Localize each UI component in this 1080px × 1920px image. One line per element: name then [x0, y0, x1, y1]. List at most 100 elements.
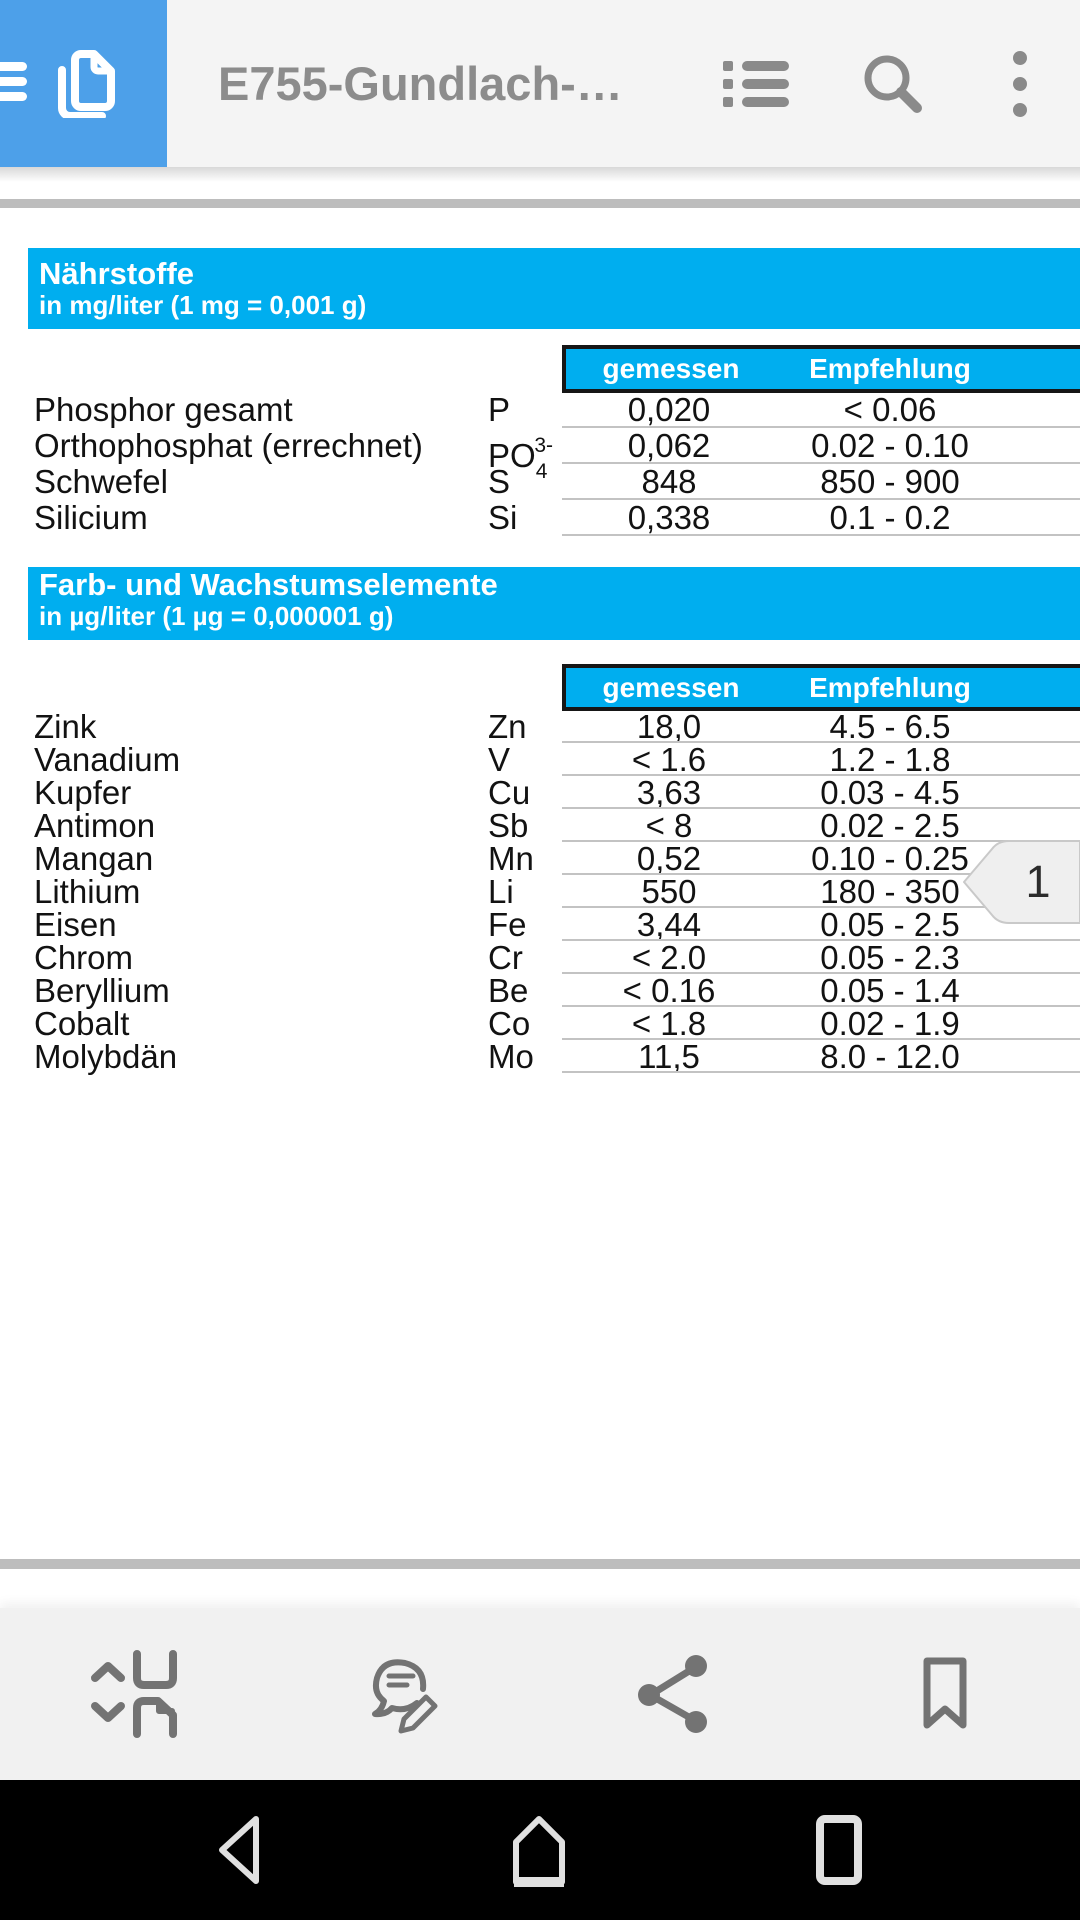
element-name: Schwefel: [34, 463, 168, 500]
measured-value: < 8: [645, 807, 693, 844]
search-button[interactable]: [858, 0, 928, 167]
table-row: Vanadium V < 1.6 1.2 - 1.8: [30, 743, 1080, 776]
element-name: Chrom: [34, 939, 134, 976]
element-symbol: P: [488, 391, 511, 428]
table-row: Cobalt Co < 1.8 0.02 - 1.9: [30, 1007, 1080, 1040]
overflow-menu-button[interactable]: [995, 0, 1045, 167]
banner-title: Nährstoffe: [39, 256, 195, 291]
recommended-range: 0.10 - 0.25: [811, 840, 969, 877]
table-row: Beryllium Be < 0.16 0.05 - 1.4: [30, 974, 1080, 1007]
recommended-range: 0.02 - 0.10: [811, 427, 969, 464]
table-farbelemente: Zink Zn 18,0 4.5 - 6.5 Vanadium V < 1.6 …: [30, 710, 1080, 1073]
row-divider: [562, 462, 1080, 464]
row-divider: [562, 972, 1080, 974]
measured-value: 11,5: [638, 1038, 700, 1075]
recommended-range: 180 - 350: [820, 873, 960, 910]
measured-value: 3,63: [636, 774, 702, 811]
element-name: Eisen: [34, 906, 117, 943]
element-symbol: V: [488, 741, 511, 778]
element-name: Kupfer: [34, 774, 132, 811]
element-symbol: Mo: [488, 1038, 534, 1075]
overflow-menu-icon: [1013, 50, 1027, 117]
android-nav-bar: [0, 1780, 1080, 1920]
measured-value: < 1.6: [631, 741, 707, 778]
measured-value: 0,062: [627, 427, 711, 464]
row-divider: [562, 939, 1080, 941]
measured-value: < 2.0: [631, 939, 707, 976]
row-divider: [562, 426, 1080, 428]
table-row: Lithium Li 550 180 - 350: [30, 875, 1080, 908]
row-divider: [562, 1071, 1080, 1073]
row-divider: [562, 741, 1080, 743]
element-symbol: Si: [488, 499, 518, 536]
recents-button[interactable]: [779, 1780, 899, 1920]
measured-value: 3,44: [636, 906, 702, 943]
column-header-empfehlung: Empfehlung: [809, 353, 971, 384]
recommended-range: 0.02 - 2.5: [820, 807, 960, 844]
annotate-icon: [372, 1659, 438, 1734]
measured-value: 848: [641, 463, 697, 500]
element-name: Antimon: [34, 807, 156, 844]
pages-icon: [58, 50, 115, 118]
element-name: Lithium: [34, 873, 141, 910]
bookmark-button[interactable]: [890, 1639, 1000, 1749]
app-bar: E755-Gundlach-…: [0, 0, 1080, 167]
measured-value: 550: [641, 873, 697, 910]
table-row: Phosphor gesamt P 0,020 < 0.06: [30, 392, 1080, 428]
share-icon: [638, 1655, 707, 1733]
row-divider: [562, 1005, 1080, 1007]
table-row: Kupfer Cu 3,63 0.03 - 4.5: [30, 776, 1080, 809]
toc-button[interactable]: [722, 0, 790, 167]
table-row: Schwefel S 848 850 - 900: [30, 464, 1080, 500]
table-banner-farbelemente: Farb- und Wachstumselemente in µg/liter …: [28, 567, 1080, 640]
back-button[interactable]: [181, 1780, 301, 1920]
element-name: Vanadium: [34, 741, 181, 778]
table-row: Eisen Fe 3,44 0.05 - 2.5: [30, 908, 1080, 941]
appbar-shadow: [0, 167, 1080, 182]
row-divider: [562, 840, 1080, 842]
home-icon: [513, 1816, 565, 1887]
share-button[interactable]: [620, 1639, 730, 1749]
row-divider: [562, 1038, 1080, 1040]
element-name: Molybdän: [34, 1038, 178, 1075]
column-header-empfehlung: Empfehlung: [809, 671, 971, 703]
recommended-range: 850 - 900: [820, 463, 960, 500]
row-divider: [562, 774, 1080, 776]
table-row: Zink Zn 18,0 4.5 - 6.5: [30, 710, 1080, 743]
element-symbol: Co: [488, 1005, 531, 1042]
table-header-row: gemessen Empfehlung: [562, 664, 1080, 711]
table-banner-naehrstoffe: Nährstoffe in mg/liter (1 mg = 0,001 g): [28, 248, 1080, 329]
column-header-gemessen: gemessen: [602, 671, 740, 703]
measured-value: 18,0: [636, 708, 702, 745]
recommended-range: 0.05 - 1.4: [820, 972, 960, 1009]
document-title: E755-Gundlach-…: [218, 57, 623, 110]
recommended-range: 4.5 - 6.5: [829, 708, 951, 745]
measured-value: < 1.8: [631, 1005, 707, 1042]
table-row: Orthophosphat (errechnet) PO43- 0,062 0.…: [30, 427, 1080, 483]
page-indicator-bubble[interactable]: 1: [962, 836, 1080, 928]
element-symbol: S: [488, 463, 511, 500]
annotate-button[interactable]: [350, 1639, 460, 1749]
recents-icon: [816, 1815, 862, 1885]
measured-value: 0,020: [627, 391, 711, 428]
element-name: Beryllium: [34, 972, 170, 1009]
element-symbol: Be: [488, 972, 529, 1009]
element-symbol: Mn: [488, 840, 534, 877]
recommended-range: 0.02 - 1.9: [820, 1005, 960, 1042]
recommended-range: < 0.06: [843, 391, 937, 428]
element-name: Cobalt: [34, 1005, 130, 1042]
list-icon: [723, 60, 789, 107]
pages-button[interactable]: [0, 0, 167, 167]
element-name: Phosphor gesamt: [34, 391, 293, 428]
measured-value: 0,338: [627, 499, 711, 536]
recommended-range: 0.03 - 4.5: [820, 774, 960, 811]
element-symbol: Cr: [488, 939, 523, 976]
menu-icon[interactable]: [0, 62, 30, 106]
home-button[interactable]: [479, 1780, 599, 1920]
element-name: Orthophosphat (errechnet): [34, 427, 423, 464]
row-divider: [562, 873, 1080, 875]
recommended-range: 8.0 - 12.0: [820, 1038, 960, 1075]
scroll-mode-button[interactable]: [80, 1639, 190, 1749]
banner-subtitle: in mg/liter (1 mg = 0,001 g): [39, 290, 367, 320]
